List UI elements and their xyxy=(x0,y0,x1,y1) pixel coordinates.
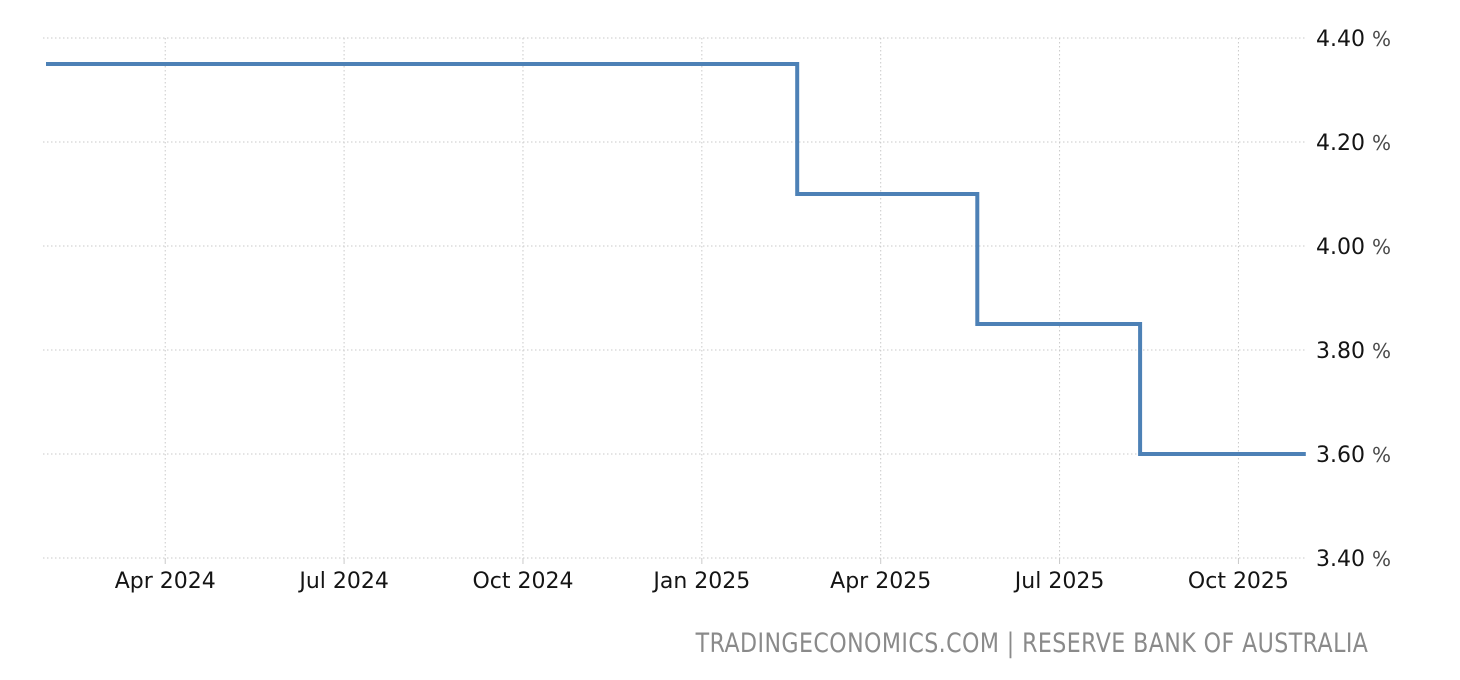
x-axis-label: Oct 2025 xyxy=(1188,569,1289,594)
rate-step-line[interactable] xyxy=(46,62,1306,456)
x-axis-label: Apr 2024 xyxy=(115,569,216,594)
y-axis-label: 4.20% xyxy=(1316,131,1391,156)
y-axis-label: 3.80% xyxy=(1316,339,1391,364)
x-axis-label: Jul 2024 xyxy=(297,569,389,594)
x-axis-label: Apr 2025 xyxy=(830,569,931,594)
x-axis-label: Oct 2024 xyxy=(472,569,573,594)
y-axis-label: 4.00% xyxy=(1316,235,1391,260)
source-attribution: TRADINGECONOMICS.COM | RESERVE BANK OF A… xyxy=(548,628,1368,659)
source-attribution-text: TRADINGECONOMICS.COM | RESERVE BANK OF A… xyxy=(695,628,1368,659)
y-axis-label: 3.60% xyxy=(1316,443,1391,468)
x-axis-label: Jul 2025 xyxy=(1013,569,1105,594)
y-axis-label: 3.40% xyxy=(1316,547,1391,572)
x-axis-label: Jan 2025 xyxy=(651,569,750,594)
y-axis-label: 4.40% xyxy=(1316,27,1391,52)
